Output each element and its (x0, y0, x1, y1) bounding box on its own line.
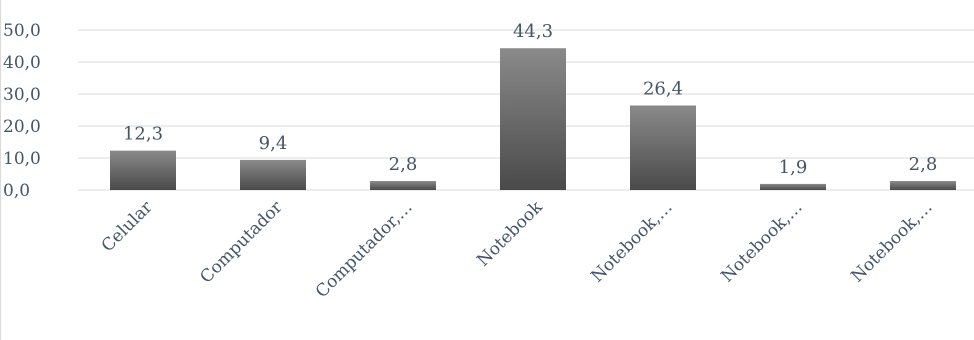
y-tick-label: 0,0 (3, 181, 30, 201)
category-label: Notebook,… (717, 197, 806, 286)
category-label: Notebook,… (847, 197, 936, 286)
bar (370, 181, 436, 190)
data-label: 9,4 (259, 133, 288, 154)
data-label: 2,8 (909, 154, 938, 175)
data-label: 12,3 (123, 124, 163, 145)
category-label: Celular (98, 197, 157, 256)
bar (110, 150, 176, 190)
y-tick-label: 40,0 (3, 53, 41, 73)
data-label: 26,4 (643, 79, 683, 100)
bar (240, 159, 306, 190)
category-label: Notebook,… (587, 197, 676, 286)
data-label: 1,9 (779, 157, 808, 178)
bars (110, 48, 956, 190)
data-label: 2,8 (389, 154, 418, 175)
data-label: 44,3 (513, 21, 553, 42)
category-label: Notebook (473, 197, 547, 271)
bar (890, 181, 956, 190)
category-label: Computador,… (312, 197, 417, 302)
x-axis-category-labels: Celular Computador Computador,… Notebook Not… (98, 197, 937, 302)
bar (500, 48, 566, 190)
bar (630, 105, 696, 190)
data-labels: 12,3 9,4 2,8 44,3 26,4 1,9 2,8 (123, 21, 937, 178)
y-tick-label: 50,0 (3, 21, 41, 41)
y-axis-tick-labels: 0,0 10,0 20,0 30,0 40,0 50,0 (3, 21, 41, 201)
y-tick-label: 30,0 (3, 85, 41, 105)
category-label: Computador (196, 197, 287, 288)
bar (760, 183, 826, 190)
y-tick-label: 20,0 (3, 117, 41, 137)
y-tick-label: 10,0 (3, 149, 41, 169)
